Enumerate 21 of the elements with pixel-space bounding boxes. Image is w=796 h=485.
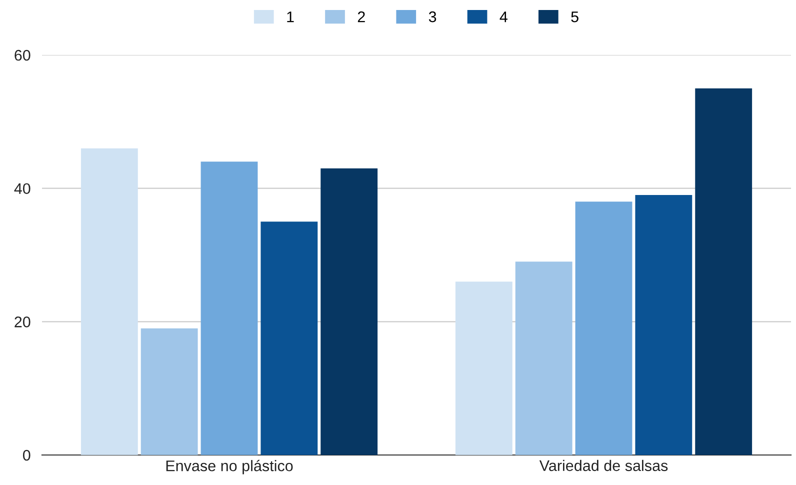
legend-label: 5 [571,12,578,22]
x-tick-label: Variedad de salsas [539,460,668,472]
x-tick-label: Envase no plástico [166,460,293,474]
bar [200,162,258,455]
bar [455,282,512,455]
bar [695,88,752,455]
y-tick-label: 20 [14,316,30,328]
legend-label: 4 [500,12,508,22]
bar [260,222,318,455]
y-tick-label: 60 [14,50,30,61]
y-tick-label: 40 [14,183,30,194]
y-tick-label: 0 [22,450,30,461]
bar [575,202,632,455]
bar [140,328,198,455]
legend-label: 3 [428,11,436,22]
bar [320,168,378,455]
bar [635,195,692,455]
legend-label: 1 [287,12,294,22]
bar [515,262,572,455]
bar [80,148,138,455]
legend-label: 2 [358,11,365,22]
